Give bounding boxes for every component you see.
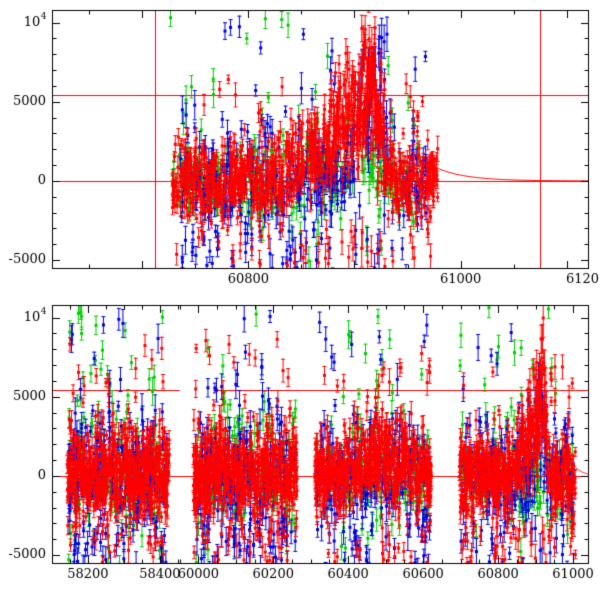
light-curve-figure — [0, 0, 600, 600]
light-curve-plot-canvas — [0, 0, 600, 600]
